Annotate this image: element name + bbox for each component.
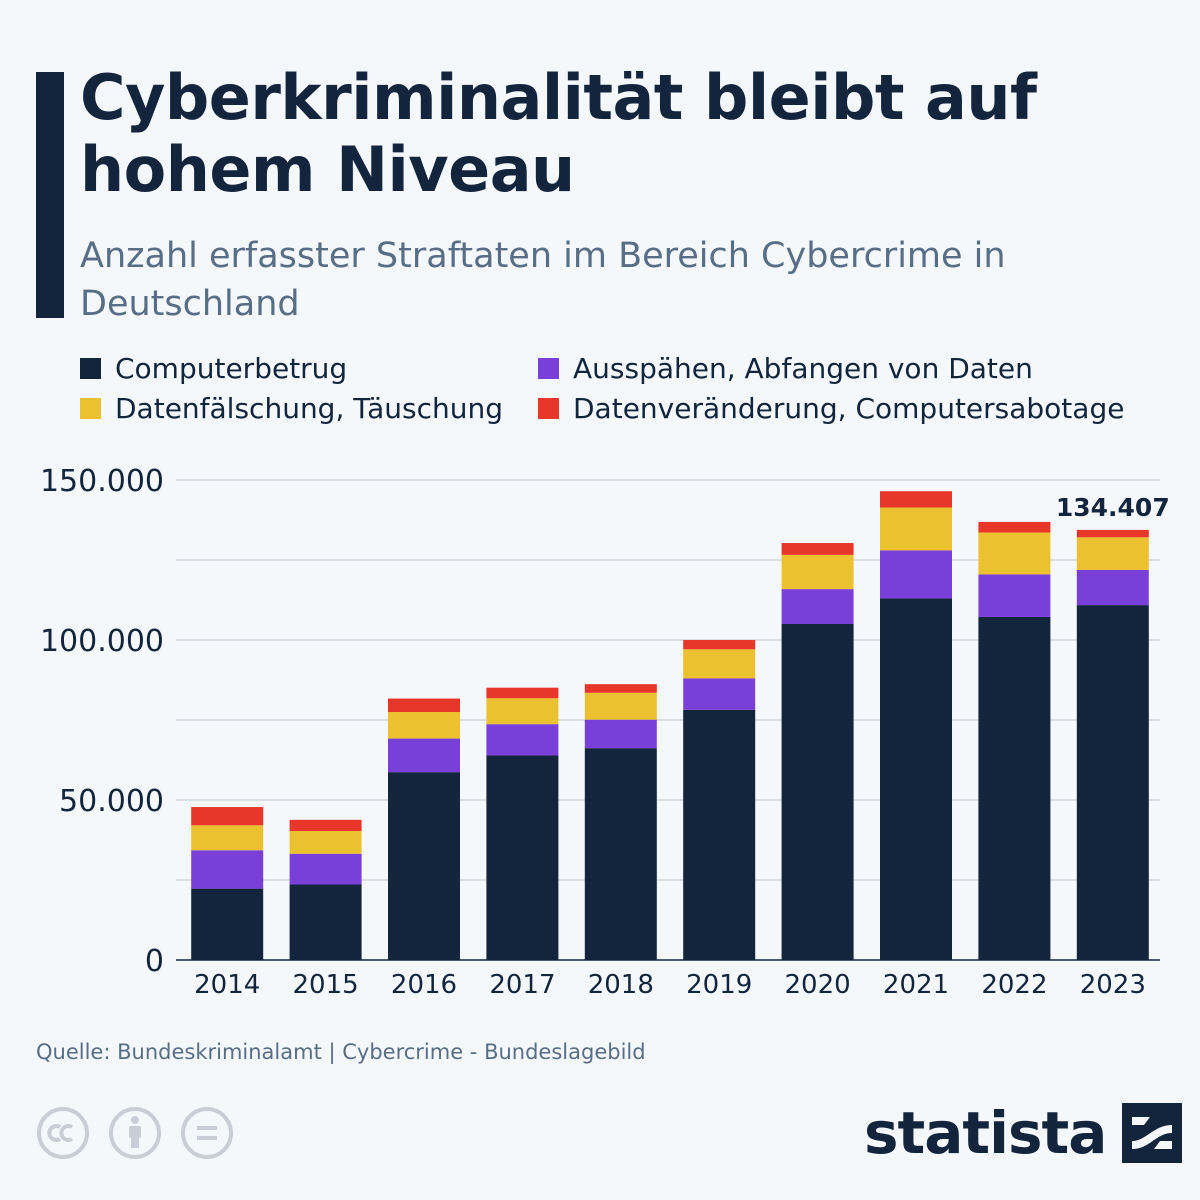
legend-item-ausspaehen: Ausspähen, Abfangen von Daten <box>538 352 1033 385</box>
bar-segment-2016-s3 <box>388 698 460 712</box>
y-tick-label: 100.000 <box>40 624 164 659</box>
bar-segment-2017-s1 <box>486 724 559 756</box>
bar-segment-2019-s1 <box>683 678 756 710</box>
y-tick-label: 150.000 <box>40 464 164 499</box>
bar-segment-2015-s3 <box>289 819 362 832</box>
bar-segment-2019-s3 <box>683 640 756 650</box>
brand-wordmark: statista <box>864 1099 1107 1167</box>
bar-segment-2021-s1 <box>880 550 952 599</box>
bar-segment-2021-s0 <box>880 598 952 960</box>
x-tick-label: 2018 <box>588 970 654 1000</box>
bar-segment-2020-s2 <box>781 554 854 590</box>
legend-swatch <box>80 398 101 419</box>
bar-segment-2022-s0 <box>978 616 1051 960</box>
legend-label: Datenveränderung, Computersabotage <box>573 392 1125 425</box>
y-tick-label: 50.000 <box>59 784 164 819</box>
bar-segment-2014-s1 <box>191 850 264 889</box>
source-note: Quelle: Bundeskriminalamt | Cybercrime -… <box>36 1040 646 1064</box>
x-tick-label: 2020 <box>785 970 851 1000</box>
bar-segment-2022-s3 <box>978 521 1051 533</box>
cc-icon <box>37 1107 89 1159</box>
bar-segment-2020-s0 <box>781 624 854 960</box>
x-tick-label: 2023 <box>1080 970 1146 1000</box>
no-derivatives-icon <box>181 1107 233 1159</box>
bar-segment-2019-s0 <box>683 709 756 960</box>
bar-segment-2018-s1 <box>584 719 657 749</box>
bar-segment-2014-s2 <box>191 825 264 851</box>
bar-segment-2016-s2 <box>388 712 460 739</box>
bar-segment-2020-s1 <box>781 589 854 624</box>
bar-segment-2016-s0 <box>388 772 460 960</box>
bar-segment-2023-s0 <box>1076 605 1149 960</box>
bar-segment-2014-s0 <box>191 888 264 960</box>
bar-segment-2017-s0 <box>486 755 559 960</box>
legend-swatch <box>538 398 559 419</box>
bar-segment-2014-s3 <box>191 807 264 826</box>
bar-segment-2016-s1 <box>388 738 460 773</box>
x-tick-label: 2016 <box>391 970 457 1000</box>
bar-segment-2015-s1 <box>289 853 362 885</box>
bar-segment-2015-s2 <box>289 831 362 854</box>
bar-segment-2017-s3 <box>486 687 559 699</box>
bar-segment-2017-s2 <box>486 698 559 725</box>
legend-swatch <box>538 358 559 379</box>
bar-segment-2023-s1 <box>1076 569 1149 606</box>
x-tick-label: 2021 <box>883 970 949 1000</box>
bar-segment-2018-s0 <box>584 748 657 960</box>
x-tick-label: 2019 <box>686 970 752 1000</box>
y-tick-label: 0 <box>145 944 164 979</box>
bar-segment-2021-s2 <box>880 507 952 551</box>
legend-item-datenveraenderung: Datenveränderung, Computersabotage <box>538 392 1124 425</box>
statista-logo: statista <box>864 1098 1183 1168</box>
stacked-bar-chart: 0 50.000 100.000 150.000 2014 2015 2016 2017 201… <box>40 464 1170 1000</box>
attribution-icon <box>109 1107 161 1159</box>
page-subtitle: Anzahl erfasster Straftaten im Bereich C… <box>80 236 1006 324</box>
x-tick-label: 2022 <box>981 970 1047 1000</box>
bar-segment-2022-s1 <box>978 574 1051 617</box>
legend-item-datenfaelschung: Datenfälschung, Täuschung <box>80 392 503 425</box>
total-annotation: 134.407 <box>1056 493 1170 522</box>
bar-segment-2019-s2 <box>683 649 756 679</box>
x-tick-label: 2017 <box>489 970 555 1000</box>
bar-segment-2023-s3 <box>1076 529 1149 538</box>
bar-segment-2023-s2 <box>1076 537 1149 570</box>
bar-segment-2020-s3 <box>781 543 854 555</box>
bar-segment-2015-s0 <box>289 884 362 960</box>
bar-segment-2018-s3 <box>584 684 657 693</box>
x-tick-label: 2014 <box>194 970 260 1000</box>
bar-segment-2022-s2 <box>978 532 1051 575</box>
legend-item-computerbetrug: Computerbetrug <box>80 352 347 385</box>
legend-swatch <box>80 358 101 379</box>
x-tick-label: 2015 <box>293 970 359 1000</box>
page-title: Cyberkriminalität bleibt auf hohem Nivea… <box>80 61 1037 206</box>
statista-mark-icon <box>1122 1103 1183 1163</box>
title-accent-bar <box>36 72 64 318</box>
legend-label: Ausspähen, Abfangen von Daten <box>573 352 1033 385</box>
bar-segment-2021-s3 <box>880 491 952 508</box>
legend-label: Datenfälschung, Täuschung <box>115 392 503 425</box>
bar-segment-2018-s2 <box>584 692 657 720</box>
legend-label: Computerbetrug <box>115 352 348 385</box>
